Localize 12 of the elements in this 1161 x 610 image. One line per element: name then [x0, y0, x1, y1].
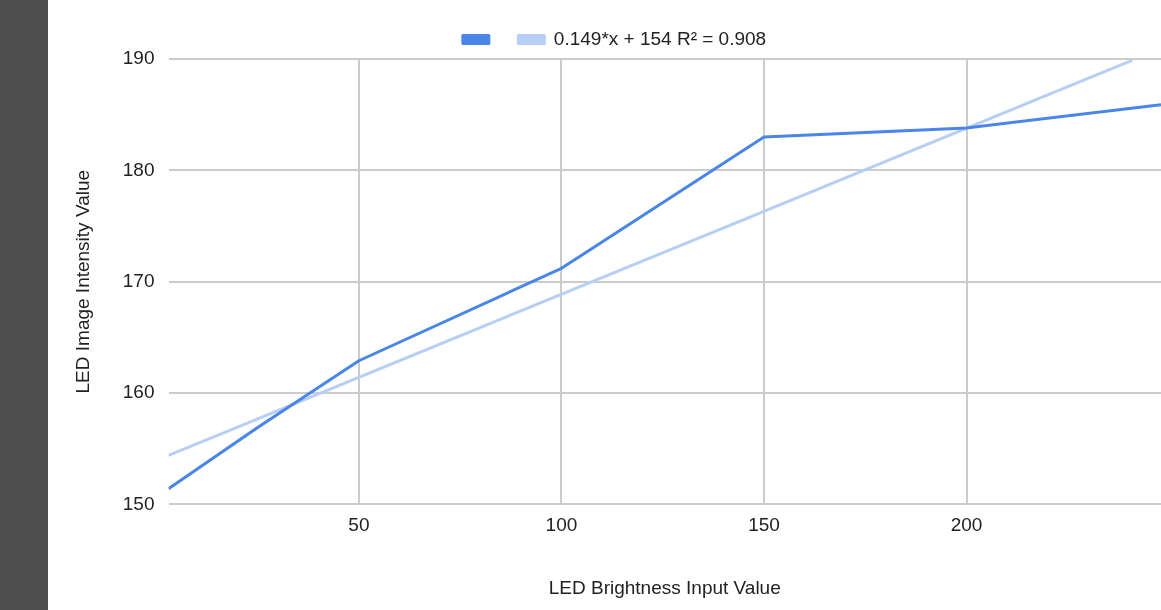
- y-tick-label: 170: [122, 269, 155, 291]
- x-tick-label: 100: [545, 514, 578, 536]
- x-tick-label: 200: [950, 514, 983, 536]
- y-tick-label: 190: [122, 47, 155, 69]
- legend-label: 0.149*x + 154 R² = 0.908: [553, 27, 767, 49]
- y-tick-label: 150: [122, 492, 155, 514]
- y-tick-label: 180: [122, 158, 155, 180]
- y-tick-label: 160: [122, 381, 155, 403]
- y-axis-title: LED Image Intensity Value: [71, 169, 93, 394]
- x-tick-label: 150: [748, 514, 780, 536]
- x-tick-label: 50: [348, 514, 370, 536]
- x-axis-title: LED Brightness Input Value: [548, 576, 781, 598]
